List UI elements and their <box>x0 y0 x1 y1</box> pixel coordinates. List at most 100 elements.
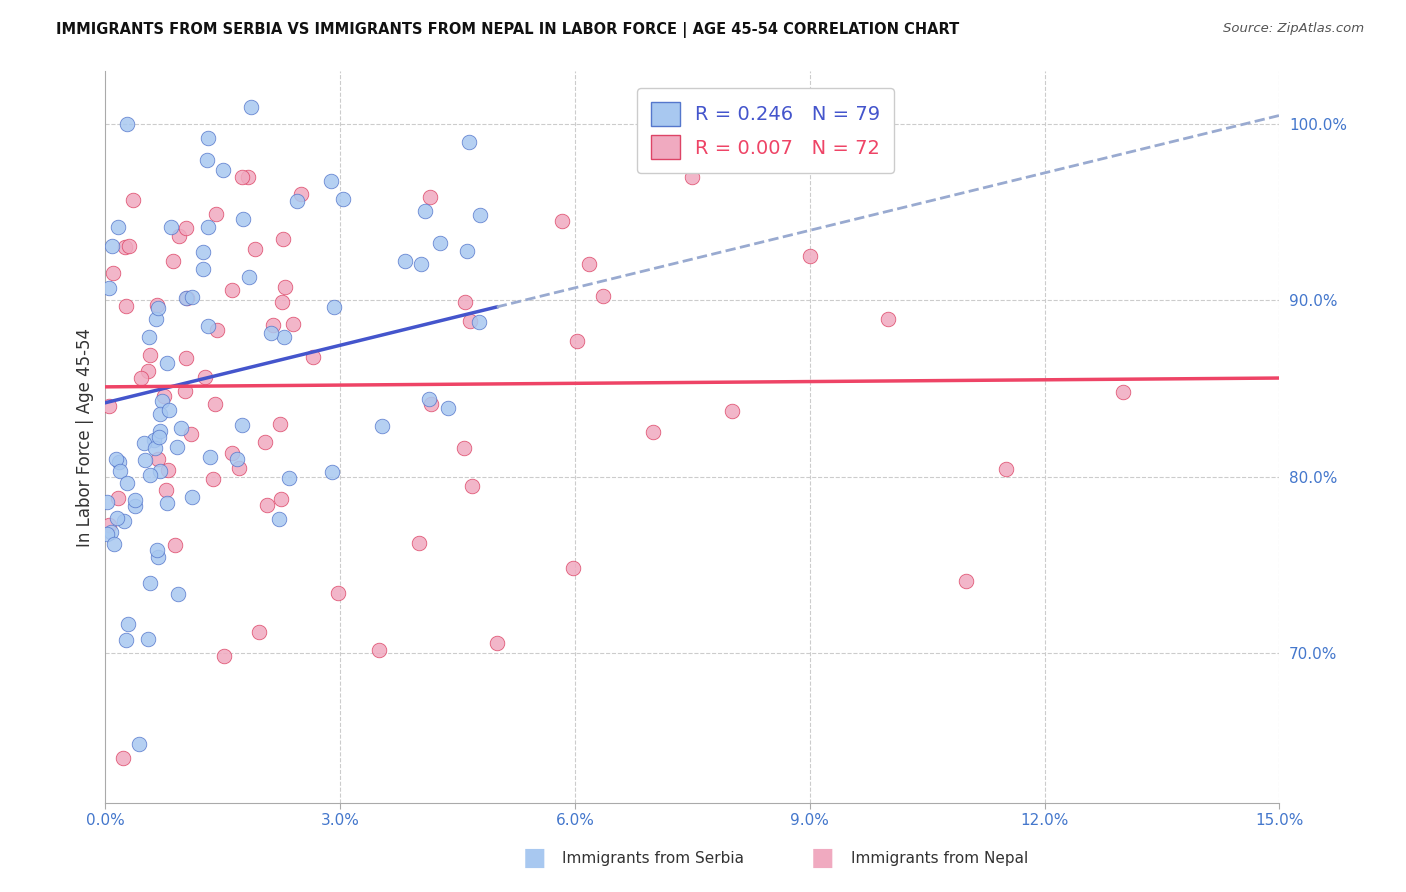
Point <box>149 463 172 477</box>
Point <box>111 751 134 765</box>
Point <box>197 220 219 235</box>
Point <box>273 330 295 344</box>
Point <box>180 426 202 441</box>
Point <box>877 311 900 326</box>
Point <box>98 281 121 295</box>
Point <box>149 407 172 421</box>
Point <box>167 229 190 244</box>
Point <box>240 100 263 114</box>
Point <box>174 291 197 305</box>
Text: Source: ZipAtlas.com: Source: ZipAtlas.com <box>1223 22 1364 36</box>
Point <box>145 311 167 326</box>
Point <box>231 417 253 432</box>
Point <box>101 266 124 280</box>
Point <box>281 317 304 331</box>
Point <box>100 524 122 539</box>
Point <box>139 348 162 362</box>
Text: ■: ■ <box>523 847 546 870</box>
Point <box>457 136 479 150</box>
Point <box>456 244 478 258</box>
Text: ■: ■ <box>811 847 834 870</box>
Point <box>96 527 118 541</box>
Point <box>114 633 136 648</box>
Point <box>643 425 665 439</box>
Point <box>107 491 129 505</box>
Point <box>212 648 235 663</box>
Point <box>128 738 150 752</box>
Point <box>166 587 188 601</box>
Point <box>267 511 290 525</box>
Point <box>231 170 253 185</box>
Point <box>118 239 141 253</box>
Point <box>107 220 129 235</box>
Point <box>238 269 260 284</box>
Point <box>413 204 436 219</box>
Point <box>155 483 177 498</box>
Point <box>115 117 138 131</box>
Point <box>108 465 131 479</box>
Point <box>270 492 292 507</box>
Point <box>204 207 226 221</box>
Point <box>277 471 299 485</box>
Point <box>146 542 169 557</box>
Point <box>138 330 160 344</box>
Point <box>458 314 481 328</box>
Point <box>122 193 145 207</box>
Point <box>124 499 146 513</box>
Point <box>302 351 325 365</box>
Point <box>162 254 184 268</box>
Point <box>143 442 166 456</box>
Point <box>153 389 176 403</box>
Point <box>994 462 1017 476</box>
Point <box>156 356 179 370</box>
Point <box>468 315 491 329</box>
Point <box>112 514 135 528</box>
Point <box>174 221 197 235</box>
Point <box>134 453 156 467</box>
Point <box>274 279 297 293</box>
Point <box>269 417 291 431</box>
Text: Immigrants from Nepal: Immigrants from Nepal <box>851 851 1028 865</box>
Point <box>98 518 121 533</box>
Point <box>180 490 202 504</box>
Point <box>955 574 977 589</box>
Point <box>254 435 277 450</box>
Point <box>139 576 162 591</box>
Point <box>204 397 226 411</box>
Point <box>146 549 169 564</box>
Point <box>408 536 430 550</box>
Point <box>394 253 416 268</box>
Point <box>221 446 243 460</box>
Point <box>681 170 703 185</box>
Point <box>236 170 259 185</box>
Point <box>420 397 443 411</box>
Y-axis label: In Labor Force | Age 45-54: In Labor Force | Age 45-54 <box>76 327 94 547</box>
Point <box>470 208 492 222</box>
Point <box>191 244 214 259</box>
Point <box>197 318 219 333</box>
Point <box>148 429 170 443</box>
Point <box>165 538 187 552</box>
Point <box>437 401 460 416</box>
Point <box>429 235 451 250</box>
Point <box>108 455 131 469</box>
Point <box>105 452 128 467</box>
Point <box>150 393 173 408</box>
Point <box>98 399 121 413</box>
Point <box>271 295 294 310</box>
Text: IMMIGRANTS FROM SERBIA VS IMMIGRANTS FROM NEPAL IN LABOR FORCE | AGE 45-54 CORRE: IMMIGRANTS FROM SERBIA VS IMMIGRANTS FRO… <box>56 22 959 38</box>
Point <box>409 257 432 271</box>
Point <box>198 450 221 464</box>
Point <box>166 440 188 454</box>
Point <box>720 404 742 418</box>
Point <box>454 295 477 310</box>
Point <box>170 420 193 434</box>
Point <box>322 300 344 314</box>
Point <box>101 239 124 253</box>
Point <box>232 211 254 226</box>
Point <box>228 461 250 475</box>
Point <box>321 465 343 479</box>
Point <box>799 249 821 263</box>
Point <box>146 301 169 315</box>
Point <box>193 262 215 277</box>
